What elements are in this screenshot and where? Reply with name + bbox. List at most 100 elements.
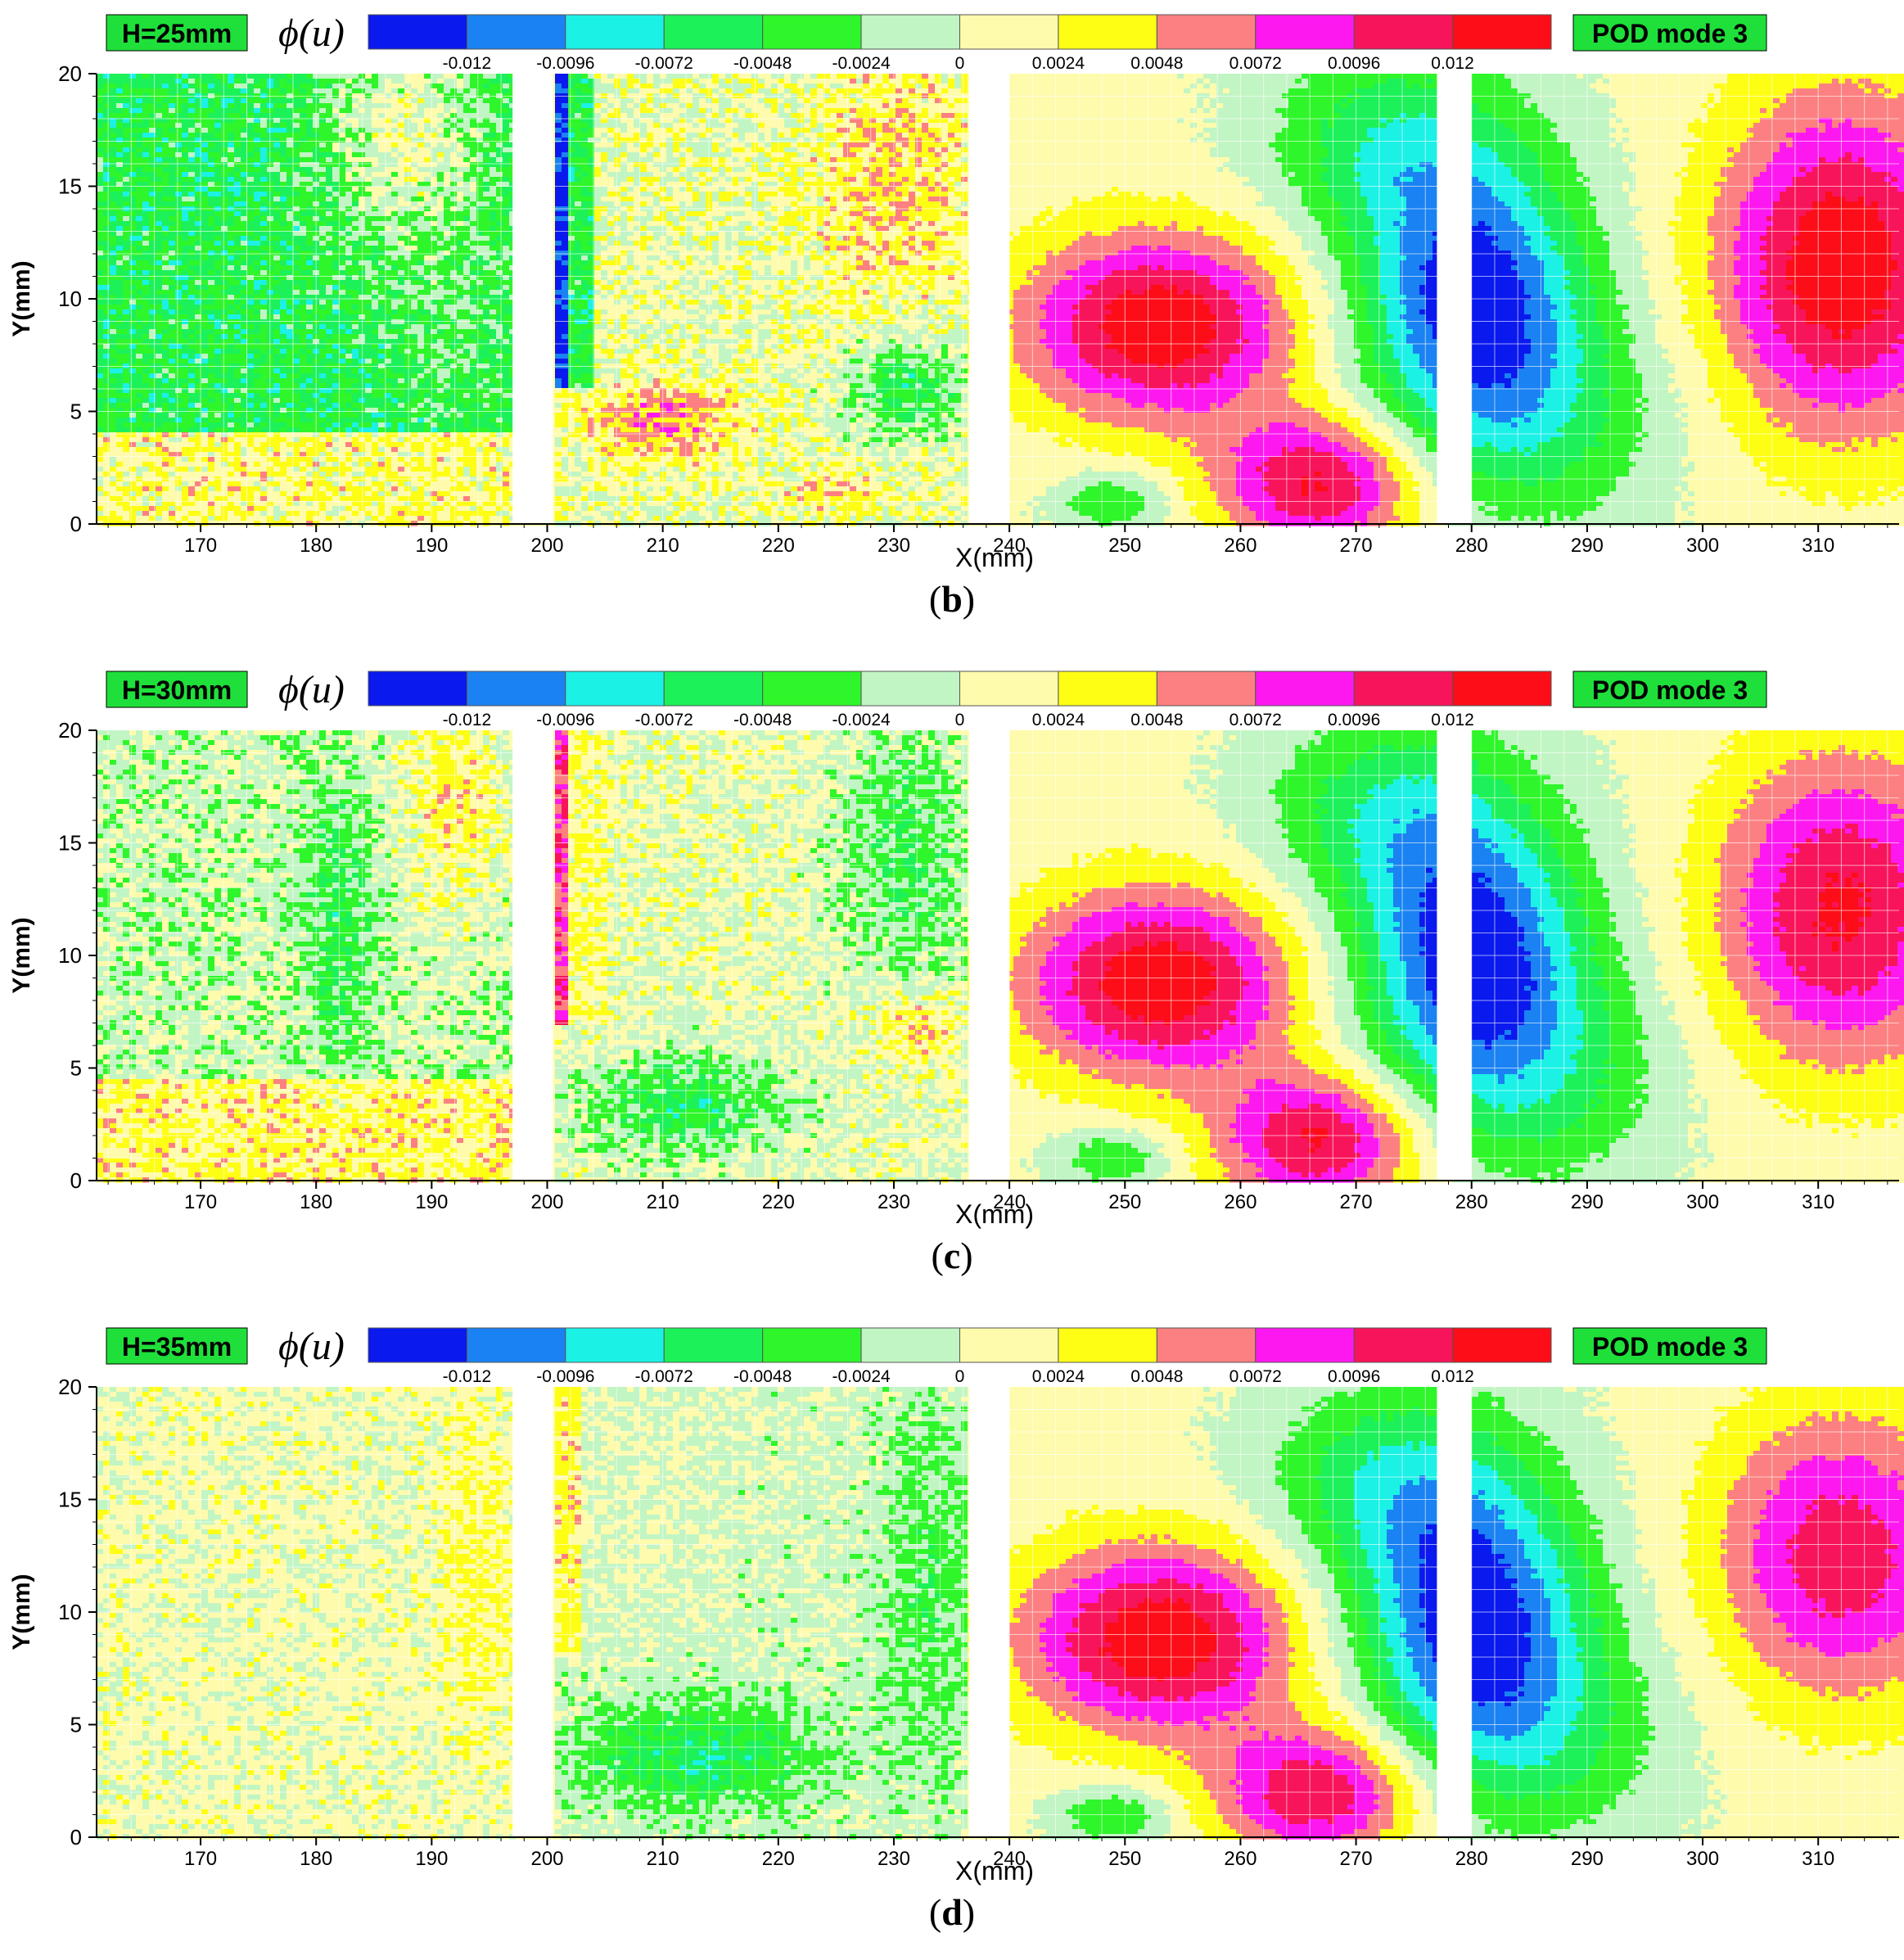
field-cell [391, 319, 399, 325]
field-cell [444, 270, 451, 276]
field-cell [221, 275, 228, 281]
field-cell [175, 309, 183, 315]
field-cell [339, 172, 346, 178]
field-cell [247, 432, 255, 438]
field-cell [162, 196, 169, 202]
field-cell [339, 84, 346, 89]
field-cell [391, 280, 399, 286]
field-cell [123, 201, 130, 207]
field-cell [267, 467, 274, 472]
field-cell [254, 167, 261, 173]
field-cell [280, 462, 287, 467]
field-cell [156, 324, 163, 330]
field-cell [149, 152, 156, 158]
field-cell [273, 74, 281, 79]
field-cell [365, 177, 372, 183]
field-cell [437, 133, 444, 138]
field-cell [188, 147, 196, 153]
field-cell [332, 113, 340, 119]
field-cell [332, 437, 340, 443]
field-cell [352, 427, 359, 433]
field-cell [247, 260, 255, 266]
field-cell [332, 270, 340, 276]
field-cell [129, 142, 137, 148]
field-cell [319, 138, 327, 143]
field-cell [280, 413, 287, 418]
field-cell [97, 265, 104, 271]
field-cell [156, 172, 163, 178]
field-cell [169, 491, 176, 497]
field-cell [372, 123, 379, 129]
field-cell [339, 187, 346, 192]
field-cell [319, 418, 327, 423]
field-cell [234, 103, 241, 109]
field-cell [398, 236, 405, 242]
field-cell [293, 196, 300, 202]
field-cell [247, 142, 255, 148]
field-cell [280, 113, 287, 119]
field-cell [372, 196, 379, 202]
field-cell [404, 408, 412, 413]
field-cell [339, 157, 346, 163]
field-cell [156, 305, 163, 310]
field-cell [234, 88, 241, 94]
field-cell [149, 442, 156, 448]
field-cell [411, 221, 418, 227]
field-cell [280, 290, 287, 296]
field-cell [345, 265, 353, 271]
field-cell [129, 241, 137, 246]
field-cell [444, 422, 451, 428]
field-cell [247, 290, 255, 296]
field-cell [110, 486, 117, 492]
field-cell [234, 177, 241, 183]
field-cell [300, 133, 307, 138]
field-cell [378, 285, 386, 291]
field-cell [437, 280, 444, 286]
field-cell [326, 201, 333, 207]
field-cell [273, 270, 281, 276]
field-cell [293, 413, 300, 418]
field-cell [352, 211, 359, 217]
field-cell [149, 113, 156, 119]
field-cell [214, 152, 222, 158]
field-cell [123, 236, 130, 242]
field-cell [339, 442, 346, 448]
field-cell [247, 84, 255, 89]
field-cell [110, 98, 117, 104]
field-cell [182, 290, 189, 296]
field-cell [247, 334, 255, 340]
field-cell [169, 319, 176, 325]
field-cell [326, 79, 333, 84]
field-cell [450, 113, 458, 119]
field-cell [169, 255, 176, 261]
field-cell [300, 216, 307, 222]
field-cell [162, 319, 169, 325]
field-cell [267, 491, 274, 497]
field-cell [267, 211, 274, 217]
field-cell [175, 354, 183, 359]
field-cell [208, 162, 215, 168]
field-cell [326, 295, 333, 300]
field-cell [280, 309, 287, 315]
field-cell [201, 349, 209, 355]
field-cell [267, 255, 274, 261]
field-cell [319, 442, 327, 448]
field-cell [136, 216, 143, 222]
field-cell [326, 324, 333, 330]
field-cell [214, 427, 222, 433]
field-cell [280, 403, 287, 409]
field-cell [273, 442, 281, 448]
field-cell [103, 462, 111, 467]
field-cell [372, 462, 379, 467]
field-cell [201, 152, 209, 158]
field-cell [103, 88, 111, 94]
field-cell [234, 329, 241, 335]
field-cell [103, 251, 111, 256]
field-cell [437, 413, 444, 418]
field-cell [280, 221, 287, 227]
field-cell [300, 201, 307, 207]
field-cell [352, 496, 359, 502]
field-cell [391, 300, 399, 305]
field-cell [188, 393, 196, 399]
field-cell [326, 447, 333, 453]
